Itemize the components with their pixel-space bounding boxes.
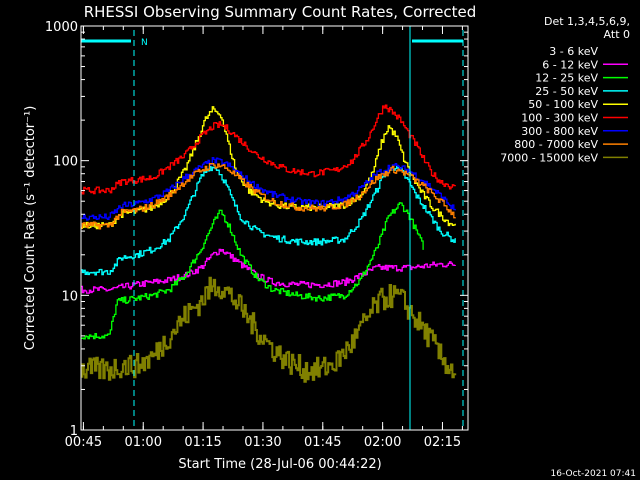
y-tick-label: 1000 <box>45 20 78 35</box>
y-tick-label: 1 <box>70 424 78 439</box>
legend-label: 800 - 7000 keV <box>514 138 598 151</box>
x-tick-label: 02:00 <box>364 435 401 450</box>
y-axis: 1 10 100 1000 <box>45 20 468 439</box>
x-tick-label: 02:15 <box>424 435 461 450</box>
legend-label: 100 - 300 keV <box>521 112 598 125</box>
series-line-6 <box>81 104 456 195</box>
x-tick-label: 01:30 <box>244 435 281 450</box>
y-tick-label: 100 <box>53 155 78 170</box>
legend-detectors: Det 1,3,4,5,6,9, <box>544 15 630 28</box>
y-axis-label: Corrected Count Rate (s⁻¹ detector⁻¹) <box>23 106 38 351</box>
legend-label: 300 - 800 keV <box>521 125 598 138</box>
plot-frame <box>80 25 469 431</box>
x-tick-label: 00:45 <box>65 435 102 450</box>
x-tick-label: 01:45 <box>304 435 341 450</box>
x-tick-label: 01:00 <box>125 435 162 450</box>
series-line-2 <box>81 248 456 294</box>
legend-attenuator: Att 0 <box>604 28 630 41</box>
series-line-9 <box>81 276 457 383</box>
x-axis: 00:45 01:00 01:15 01:30 01:45 02:00 02:15 <box>65 26 463 450</box>
series-layer <box>81 104 457 388</box>
chart-title: RHESSI Observing Summary Count Rates, Co… <box>84 3 477 21</box>
legend-label: 25 - 50 keV <box>535 85 598 98</box>
legend-label: 6 - 12 keV <box>542 58 598 71</box>
marker-label-n: N <box>141 38 148 48</box>
legend-label: 7000 - 15000 keV <box>500 151 598 164</box>
series-line-8 <box>81 162 456 230</box>
series-line-3 <box>81 202 424 340</box>
series-line-7 <box>81 156 456 221</box>
y-tick-label: 10 <box>61 289 78 304</box>
generation-timestamp: 16-Oct-2021 07:41 <box>551 469 636 479</box>
legend-label: 50 - 100 keV <box>528 98 598 111</box>
series-line-5 <box>81 106 456 230</box>
marker-layer: N <box>81 26 464 430</box>
legend-label: 3 - 6 keV <box>549 45 598 58</box>
x-tick-label: 01:15 <box>184 435 221 450</box>
legend-label: 12 - 25 keV <box>535 72 598 85</box>
x-axis-label: Start Time (28-Jul-06 00:44:22) <box>178 457 381 472</box>
